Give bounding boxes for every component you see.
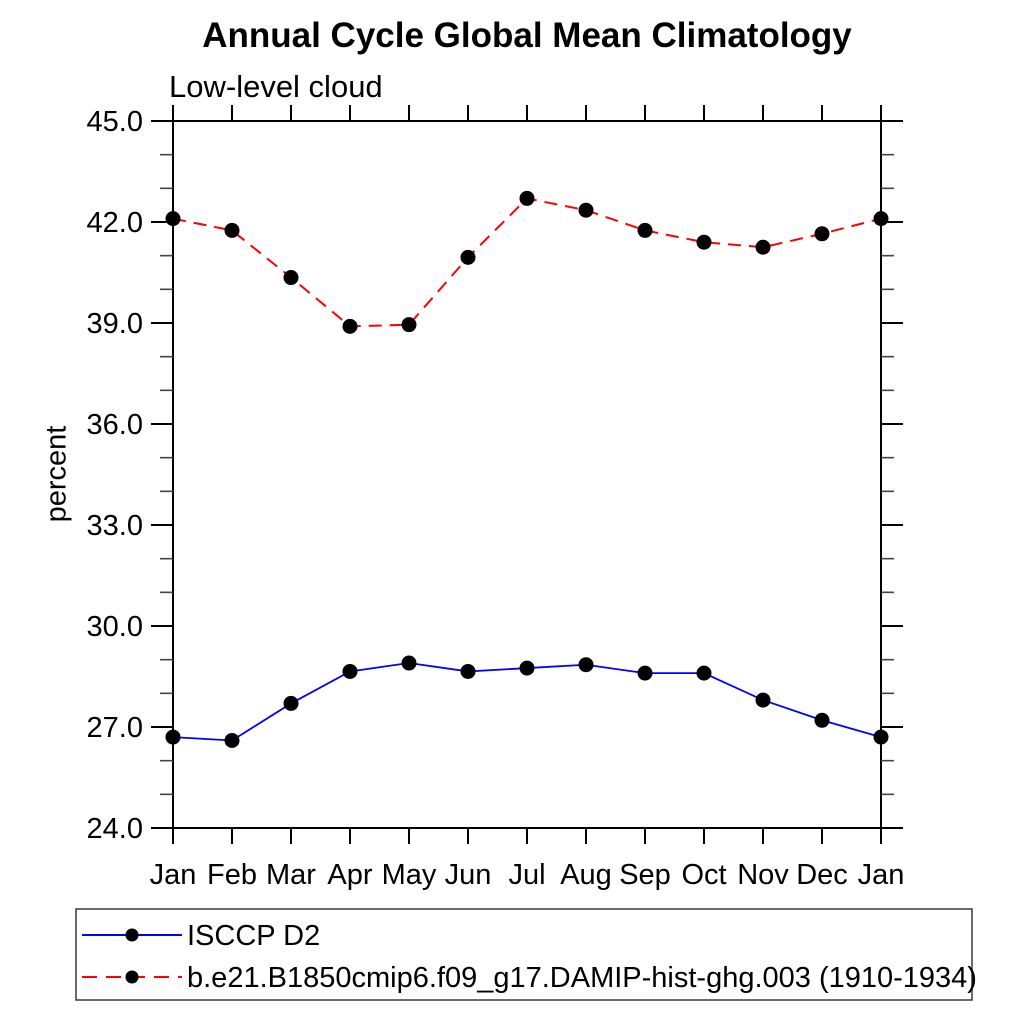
series-line-1: [172, 197, 882, 328]
legend: ISCCP D2 b.e21.B1850cmip6.f09_g17.DAMIP-h…: [75, 908, 977, 1001]
data-point-marker: [519, 190, 535, 206]
data-point-marker: [814, 712, 830, 728]
y-axis: 24.0 27.0 30.0 33.0 36.0 39.0 42.0 45.0: [87, 106, 903, 845]
x-tick-label: Aug: [560, 859, 612, 891]
legend-box: [75, 908, 973, 1001]
x-tick-label: Oct: [681, 859, 726, 891]
y-tick-label: 30.0: [87, 611, 143, 643]
data-point-marker: [637, 222, 653, 238]
x-tick-label: Apr: [327, 859, 372, 891]
plot-frame: [172, 120, 882, 829]
data-point-marker: [578, 202, 594, 218]
legend-label-1: b.e21.B1850cmip6.f09_g17.DAMIP-hist-ghg.…: [187, 962, 977, 994]
data-point-marker: [873, 729, 889, 745]
data-point-marker: [283, 270, 299, 286]
data-point-marker: [460, 663, 476, 679]
data-point-marker: [224, 732, 240, 748]
x-tick-label: Sep: [619, 859, 671, 891]
data-point-marker: [165, 729, 181, 745]
x-tick-label: Mar: [266, 859, 316, 891]
data-point-marker: [283, 695, 299, 711]
data-point-marker: [460, 249, 476, 265]
y-tick-label: 27.0: [87, 712, 143, 744]
data-point-marker: [224, 222, 240, 238]
x-tick-label: Feb: [207, 859, 257, 891]
x-tick-label: Dec: [796, 859, 848, 891]
data-point-marker: [696, 665, 712, 681]
chart-title: Annual Cycle Global Mean Climatology: [202, 16, 852, 55]
chart-subtitle: Low-level cloud: [169, 69, 383, 104]
legend-label-0: ISCCP D2: [187, 920, 320, 952]
data-point-marker: [342, 318, 358, 334]
x-axis: Jan Feb Mar Apr May Jun Jul Aug Sep Oct Nov Dec Jan: [150, 105, 905, 891]
data-point-marker: [165, 211, 181, 227]
x-tick-label: Jul: [508, 859, 545, 891]
data-point-marker: [342, 663, 358, 679]
data-point-marker: [401, 655, 417, 671]
data-point-marker: [401, 317, 417, 333]
y-tick-label: 45.0: [87, 106, 143, 138]
x-tick-label: Jan: [150, 859, 197, 891]
x-tick-label: Nov: [737, 859, 789, 891]
data-point-marker: [755, 692, 771, 708]
legend-swatch-marker-1: [125, 970, 139, 984]
plot-border: [172, 120, 882, 829]
y-tick-label: 39.0: [87, 308, 143, 340]
y-tick-label: 24.0: [87, 813, 143, 845]
data-series: [165, 190, 889, 748]
y-tick-label: 33.0: [87, 510, 143, 542]
data-point-marker: [696, 234, 712, 250]
data-point-marker: [873, 211, 889, 227]
data-point-marker: [755, 239, 771, 255]
legend-swatch-marker-0: [125, 928, 139, 942]
y-tick-label: 42.0: [87, 207, 143, 239]
data-point-marker: [578, 657, 594, 673]
data-point-marker: [519, 660, 535, 676]
x-tick-label: May: [382, 859, 437, 891]
data-point-marker: [814, 226, 830, 242]
x-tick-label: Jun: [445, 859, 492, 891]
data-point-marker: [637, 665, 653, 681]
x-tick-label: Jan: [858, 859, 905, 891]
y-tick-label: 36.0: [87, 409, 143, 441]
